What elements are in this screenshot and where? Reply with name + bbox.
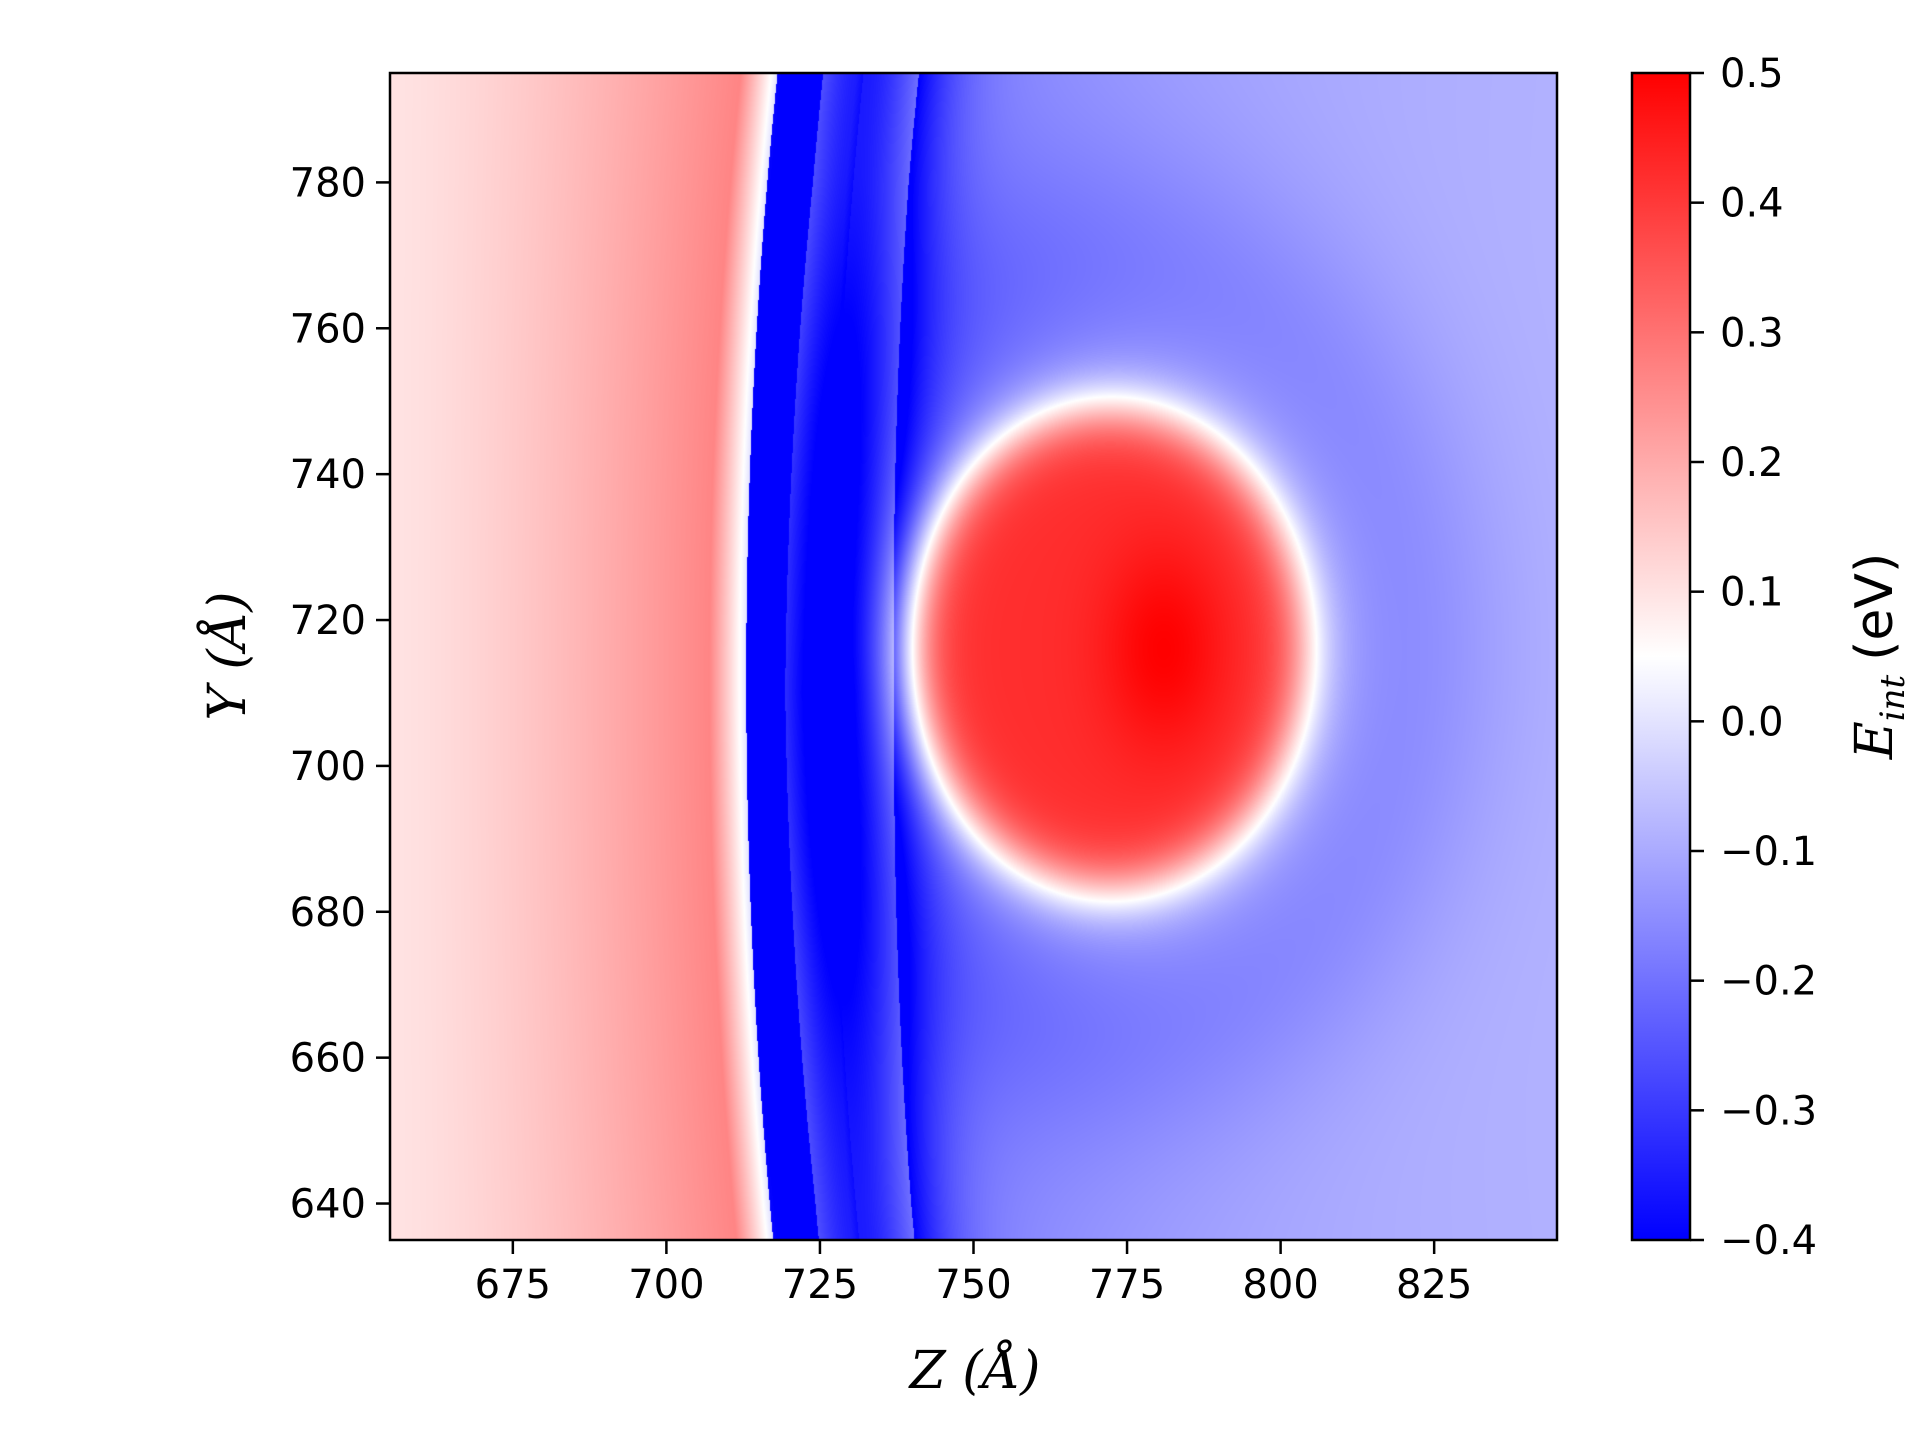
y-tick-label: 740	[290, 452, 366, 498]
x-tick-label: 700	[628, 1262, 704, 1308]
y-tick-label: 640	[290, 1182, 366, 1228]
y-tick-label: 780	[290, 160, 366, 206]
colorbar-tick-label: 0.4	[1720, 181, 1784, 227]
x-axis: 675 700 725 750 775 800 825	[475, 1240, 1472, 1308]
x-tick-label: 775	[1089, 1262, 1165, 1308]
colorbar-tick-label: −0.3	[1720, 1088, 1817, 1134]
colorbar-gradient	[1632, 73, 1690, 1240]
colorbar-frame	[1630, 71, 1692, 1242]
colorbar-tick-label: −0.1	[1720, 829, 1817, 875]
colorbar-tick-label: 0.2	[1720, 440, 1784, 486]
colorbar-tick-label: 0.0	[1720, 699, 1784, 745]
x-tick-label: 825	[1396, 1262, 1472, 1308]
colorbar-tick-label: 0.5	[1720, 51, 1784, 97]
colorbar-label-unit: (eV)	[1845, 553, 1905, 661]
colorbar: 0.5 0.4 0.3 0.2 0.1 0.0 −0.1 −0.2 −0.3 −0.4 Eint (…	[1630, 51, 1913, 1264]
x-axis-label: Z (Å)	[908, 1339, 1041, 1401]
y-tick-label: 660	[290, 1036, 366, 1082]
colorbar-label-symbol: E	[1845, 721, 1905, 760]
colorbar-ticks: 0.5 0.4 0.3 0.2 0.1 0.0 −0.1 −0.2 −0.3 −0.4	[1690, 51, 1817, 1264]
y-tick-label: 720	[290, 598, 366, 644]
colorbar-tick-label: −0.4	[1720, 1218, 1817, 1264]
x-tick-label: 800	[1242, 1262, 1318, 1308]
y-tick-label: 680	[290, 890, 366, 936]
y-axis: 640 660 680 700 720 740 760 780	[290, 160, 390, 1228]
y-tick-label: 760	[290, 306, 366, 352]
colorbar-label-subscript: int	[1873, 675, 1913, 722]
heatmap-surface	[390, 73, 1557, 1240]
x-tick-label: 750	[935, 1262, 1011, 1308]
y-tick-label: 700	[290, 744, 366, 790]
colorbar-tick-label: −0.2	[1720, 959, 1817, 1005]
heatmap-surface-holder	[390, 73, 1557, 1240]
colorbar-label: Eint (eV)	[1845, 553, 1913, 761]
y-axis-label: Y (Å)	[196, 592, 258, 721]
plot-area	[388, 71, 1559, 1242]
x-tick-label: 675	[475, 1262, 551, 1308]
colorbar-tick-label: 0.1	[1720, 570, 1784, 616]
x-tick-label: 725	[782, 1262, 858, 1308]
colorbar-tick-label: 0.3	[1720, 310, 1784, 356]
